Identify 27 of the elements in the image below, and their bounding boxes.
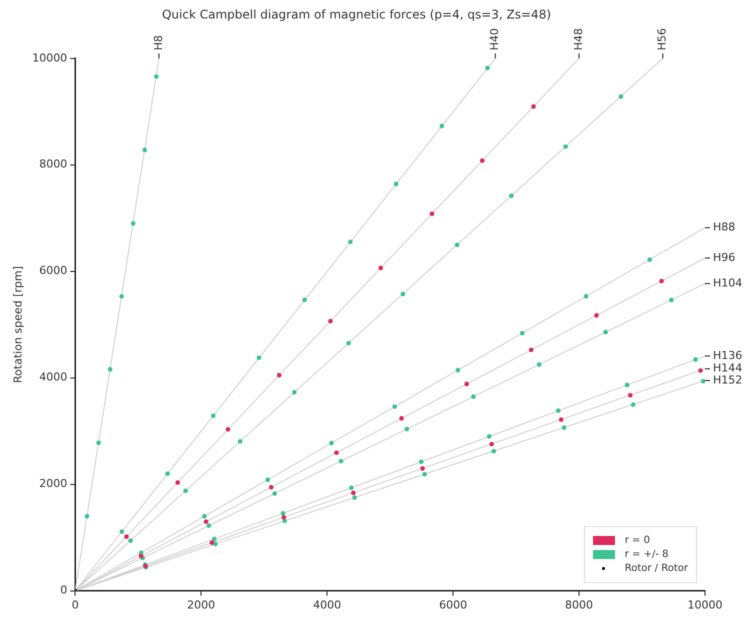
x-tick-label: 0 — [72, 598, 79, 612]
chart-title: Quick Campbell diagram of magnetic forces (p=4, qs=3, Zs=48) — [162, 7, 552, 22]
annotation: H48 — [572, 28, 585, 50]
x-tick-label: 6000 — [439, 598, 468, 612]
annotation: H88 — [713, 220, 736, 234]
x-tick-label: 8000 — [565, 598, 594, 612]
annotation: H56 — [656, 28, 669, 50]
annotation: H136 — [713, 348, 742, 362]
annotation: H104 — [713, 276, 742, 290]
x-tick-label: 10000 — [688, 598, 722, 612]
annotation: H152 — [713, 373, 742, 386]
y-tick-label: 10000 — [32, 51, 68, 64]
annotation: H8 — [152, 35, 165, 50]
annotation: H40 — [488, 28, 502, 50]
legend-label: r = +/- 8 — [624, 548, 668, 560]
x-tick-label: 4000 — [313, 598, 342, 612]
legend-label: Rotor / Rotor — [624, 562, 688, 574]
legend-label: r = 0 — [624, 534, 650, 546]
y-tick-label: 4000 — [39, 370, 68, 384]
y-tick-label: 8000 — [39, 158, 68, 171]
y-tick-label: 2000 — [39, 477, 68, 490]
y-tick-label: 6000 — [39, 264, 68, 278]
y-tick-label: 0 — [60, 584, 68, 597]
y-axis-title: Rotation speed [rpm] — [11, 266, 24, 384]
x-tick-label: 2000 — [187, 598, 216, 612]
annotation: H144 — [713, 362, 742, 375]
annotation: H96 — [713, 250, 736, 264]
